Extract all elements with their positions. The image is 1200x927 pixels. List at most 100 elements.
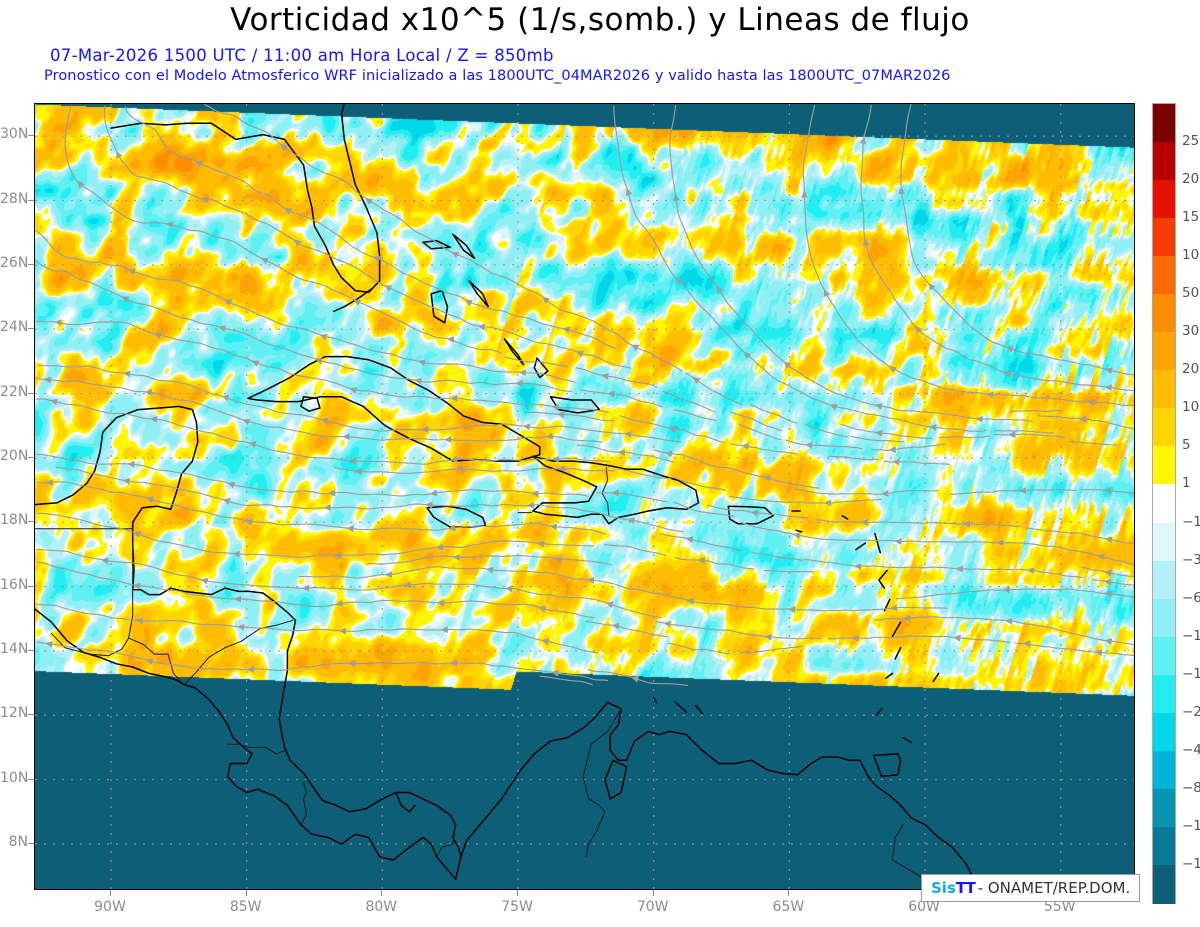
streamline-arrow (1026, 567, 1035, 575)
streamline-arrow (860, 518, 869, 526)
streamline (1037, 415, 1134, 430)
streamline-arrow (43, 376, 52, 384)
streamline-arrow (975, 415, 983, 423)
streamline-arrow (201, 196, 210, 204)
streamline (37, 561, 595, 619)
streamline-arrow (246, 665, 254, 673)
streamline-arrow (823, 289, 831, 298)
streamline-arrow (575, 350, 584, 358)
colorbar-tick-label: −26 (1182, 703, 1200, 720)
streamline-arrow (116, 150, 123, 159)
streamline-arrow (914, 325, 923, 334)
streamline (730, 411, 782, 431)
map-vector-layer (35, 104, 1134, 889)
x-axis-label: 85W (229, 899, 262, 915)
streamline (816, 519, 1021, 528)
streamline-arrow (414, 377, 422, 385)
streamline-arrow (145, 496, 154, 503)
streamline-arrow (675, 276, 683, 285)
streamline-arrow (549, 523, 558, 531)
streamline (993, 433, 1066, 439)
colorbar-tick-label: −18 (1182, 665, 1200, 682)
colorbar-tick-label: −3 (1182, 551, 1200, 568)
coastline-path (247, 355, 541, 462)
x-axis-label: 70W (636, 899, 669, 915)
streamline (580, 389, 664, 408)
colorbar-band (1153, 256, 1175, 295)
streamline-arrow (224, 299, 233, 306)
streamline-arrow (1104, 590, 1112, 598)
colorbar-band (1153, 408, 1175, 448)
coastline-path (426, 505, 487, 528)
streamline-arrow (1094, 649, 1103, 656)
streamline-arrow (697, 556, 706, 564)
streamline (662, 390, 716, 413)
streamline-arrow (449, 659, 458, 667)
streamline (673, 476, 726, 491)
streamline-arrow (716, 285, 724, 294)
streamline (655, 620, 822, 640)
streamline (1025, 527, 1134, 545)
streamline-arrow (346, 525, 354, 533)
streamline-arrow (149, 415, 158, 423)
streamline-arrow (135, 617, 143, 625)
streamline (895, 588, 1134, 600)
coastline-path (128, 637, 174, 674)
streamline-arrow (854, 563, 862, 571)
streamline (604, 543, 667, 556)
streamline-arrow (617, 449, 625, 456)
coastline-path (35, 608, 462, 881)
streamline (35, 259, 573, 393)
streamline-arrow (545, 432, 554, 440)
streamline-arrow (194, 160, 203, 168)
colorbar-band (1153, 446, 1175, 486)
streamline-arrow (1018, 487, 1026, 495)
coastline-path (932, 672, 940, 683)
streamline (35, 398, 610, 465)
colorbar-tick-label: 20 (1182, 361, 1200, 378)
streamline-arrow (1103, 578, 1112, 586)
streamline-arrow (526, 501, 535, 509)
streamline-arrow (248, 441, 257, 448)
streamline-arrow (556, 411, 565, 419)
y-axis-label: 18N (0, 512, 29, 529)
streamline (738, 423, 781, 440)
streamline-arrow (522, 423, 531, 431)
streamline-arrow (485, 566, 494, 574)
streamline (871, 443, 946, 452)
streamline-arrow (881, 490, 889, 497)
streamline-arrow (743, 351, 752, 360)
y-axis-tick (28, 778, 34, 780)
streamline (827, 455, 879, 461)
y-axis-label: 30N (0, 126, 29, 143)
y-axis-label: 12N (0, 705, 29, 722)
streamline-arrow (446, 336, 455, 344)
streamline (1080, 488, 1134, 494)
streamline-arrow (237, 623, 245, 631)
streamline-arrow (801, 190, 809, 198)
streamline (585, 620, 669, 638)
streamline-arrow (132, 582, 141, 590)
colorbar-tick-label: −160 (1182, 855, 1200, 872)
streamline-arrow (611, 489, 619, 497)
streamline-arrow (531, 490, 539, 498)
streamline-arrow (77, 180, 85, 189)
streamline-arrow (328, 489, 336, 497)
streamline-arrow (551, 404, 560, 411)
streamline-arrow (627, 517, 635, 525)
streamline-arrow (663, 620, 672, 628)
coastlines (35, 104, 991, 889)
y-axis-tick (28, 649, 34, 651)
x-axis-label: 60W (908, 899, 940, 915)
streamline-arrow (928, 282, 936, 291)
streamline-arrow (851, 634, 859, 642)
streamline (298, 566, 948, 612)
streamline (35, 603, 598, 654)
y-axis-tick (28, 392, 34, 394)
streamline (795, 488, 939, 495)
streamline-arrow (218, 325, 227, 332)
coastline-path (874, 532, 882, 554)
coastline-path (604, 759, 628, 800)
streamline-arrow (153, 332, 162, 340)
colorbar (1152, 103, 1176, 904)
